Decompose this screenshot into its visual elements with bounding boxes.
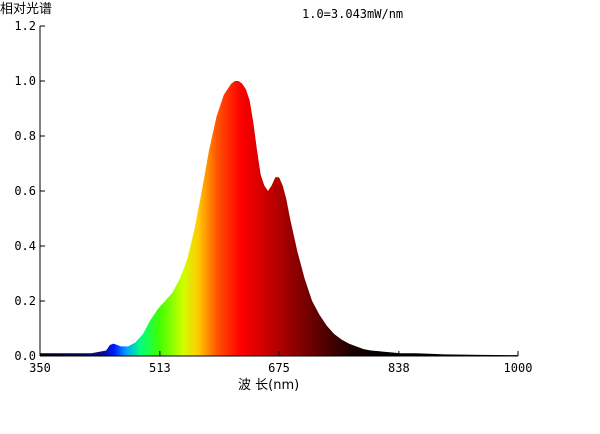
x-tick-label: 350 (29, 361, 51, 375)
x-tick-label: 1000 (504, 361, 533, 375)
y-tick-label: 0.0 (14, 349, 36, 363)
x-axis-ticks: 350 513 675 838 1000 (29, 351, 532, 375)
y-tick-label: 1.0 (14, 74, 36, 88)
y-tick-label: 1.2 (14, 19, 36, 33)
x-tick-label: 675 (268, 361, 290, 375)
y-tick-label: 0.8 (14, 129, 36, 143)
x-tick-label: 838 (388, 361, 410, 375)
x-axis-label: 波 长(nm) (238, 378, 299, 393)
chart-title: 相对光谱 (0, 2, 52, 17)
y-tick-label: 0.6 (14, 184, 36, 198)
y-tick-label: 0.2 (14, 294, 36, 308)
scale-annotation: 1.0=3.043mW/nm (302, 7, 403, 21)
y-tick-label: 0.4 (14, 239, 36, 253)
x-tick-label: 513 (149, 361, 171, 375)
spectrum-area (40, 81, 518, 356)
y-axis-ticks: 0.0 0.2 0.4 0.6 0.8 1.0 1.2 (14, 19, 45, 363)
